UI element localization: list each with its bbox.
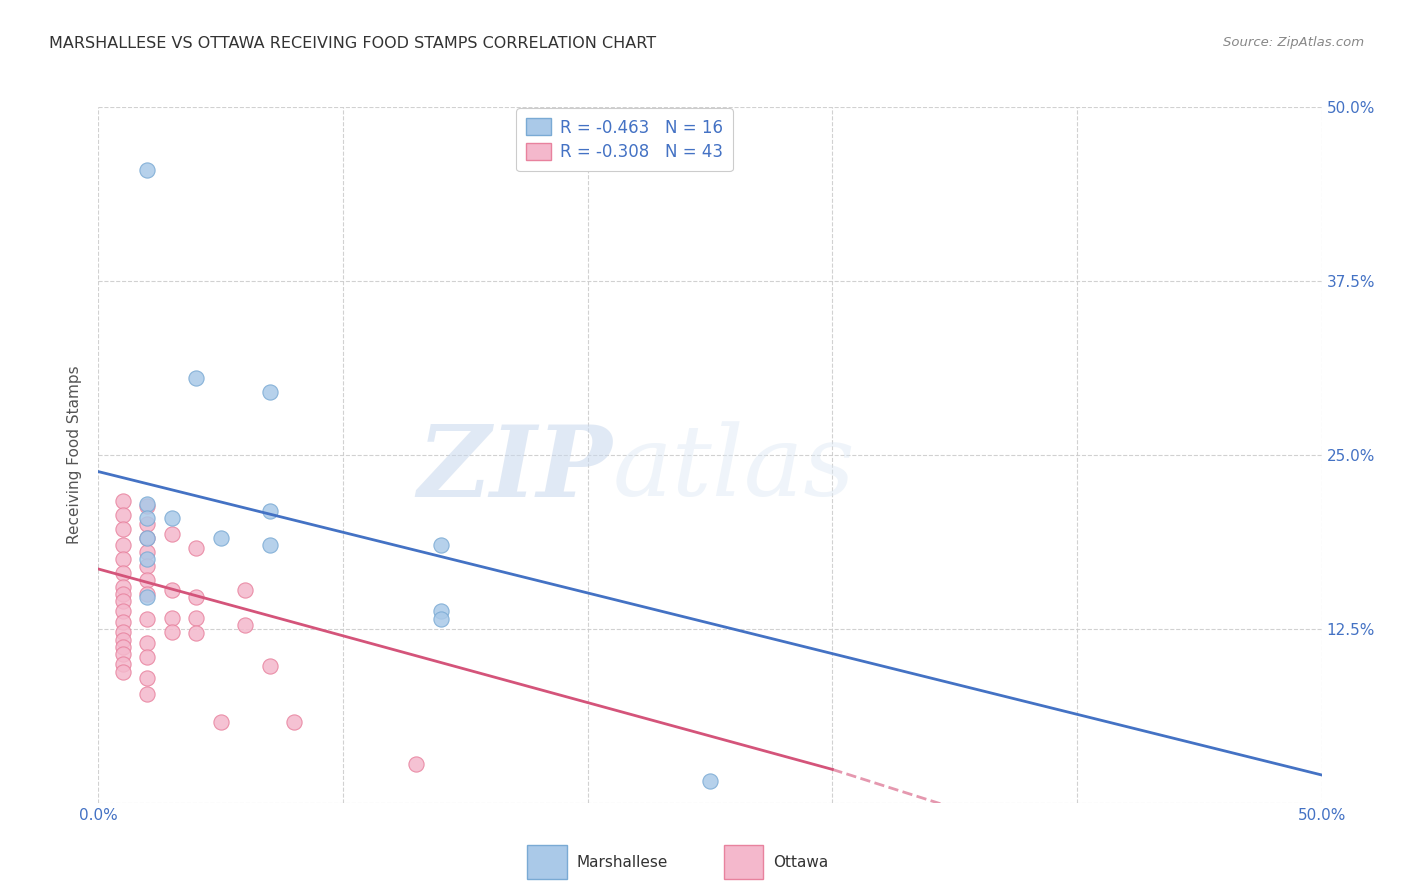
Point: [136, 500, 159, 514]
Point: [136, 510, 159, 524]
Point: [259, 659, 281, 673]
Point: [111, 640, 134, 654]
Point: [405, 756, 427, 771]
Text: Source: ZipAtlas.com: Source: ZipAtlas.com: [1223, 36, 1364, 49]
Point: [136, 687, 159, 701]
Point: [259, 503, 281, 517]
Point: [111, 566, 134, 581]
Point: [430, 538, 453, 552]
Text: ZIP: ZIP: [418, 421, 612, 517]
Point: [283, 715, 305, 730]
Point: [111, 604, 134, 618]
Text: Marshallese: Marshallese: [576, 855, 668, 870]
Point: [111, 493, 134, 508]
Text: MARSHALLESE VS OTTAWA RECEIVING FOOD STAMPS CORRELATION CHART: MARSHALLESE VS OTTAWA RECEIVING FOOD STA…: [49, 36, 657, 51]
Point: [186, 611, 208, 625]
Point: [186, 590, 208, 604]
Point: [186, 371, 208, 385]
Point: [111, 538, 134, 552]
Point: [136, 587, 159, 601]
Point: [111, 580, 134, 594]
Point: [259, 538, 281, 552]
Point: [430, 604, 453, 618]
Point: [186, 541, 208, 556]
Point: [136, 636, 159, 650]
Point: [160, 624, 183, 639]
Point: [233, 582, 256, 597]
Point: [259, 385, 281, 400]
Point: [136, 162, 159, 177]
Point: [209, 715, 232, 730]
Point: [136, 552, 159, 566]
Point: [136, 532, 159, 546]
Point: [186, 626, 208, 640]
Point: [136, 517, 159, 532]
Point: [160, 582, 183, 597]
Point: [111, 587, 134, 601]
Point: [699, 773, 721, 788]
Point: [136, 532, 159, 546]
Legend: R = -0.463   N = 16, R = -0.308   N = 43: R = -0.463 N = 16, R = -0.308 N = 43: [516, 109, 733, 171]
Point: [111, 665, 134, 679]
Point: [111, 522, 134, 536]
Point: [136, 612, 159, 626]
Point: [111, 552, 134, 566]
Point: [111, 632, 134, 647]
Point: [430, 612, 453, 626]
Point: [136, 559, 159, 574]
Text: Ottawa: Ottawa: [773, 855, 828, 870]
Point: [233, 617, 256, 632]
Text: atlas: atlas: [612, 421, 855, 516]
Point: [111, 647, 134, 661]
Point: [160, 611, 183, 625]
Point: [136, 649, 159, 664]
Point: [136, 671, 159, 685]
Point: [111, 624, 134, 639]
Point: [111, 615, 134, 629]
Point: [136, 573, 159, 587]
Point: [136, 545, 159, 559]
Point: [136, 497, 159, 511]
Point: [111, 508, 134, 522]
Point: [111, 594, 134, 608]
Y-axis label: Receiving Food Stamps: Receiving Food Stamps: [67, 366, 83, 544]
Point: [209, 532, 232, 546]
Point: [136, 590, 159, 604]
Point: [160, 527, 183, 541]
Point: [111, 657, 134, 671]
Point: [160, 510, 183, 524]
